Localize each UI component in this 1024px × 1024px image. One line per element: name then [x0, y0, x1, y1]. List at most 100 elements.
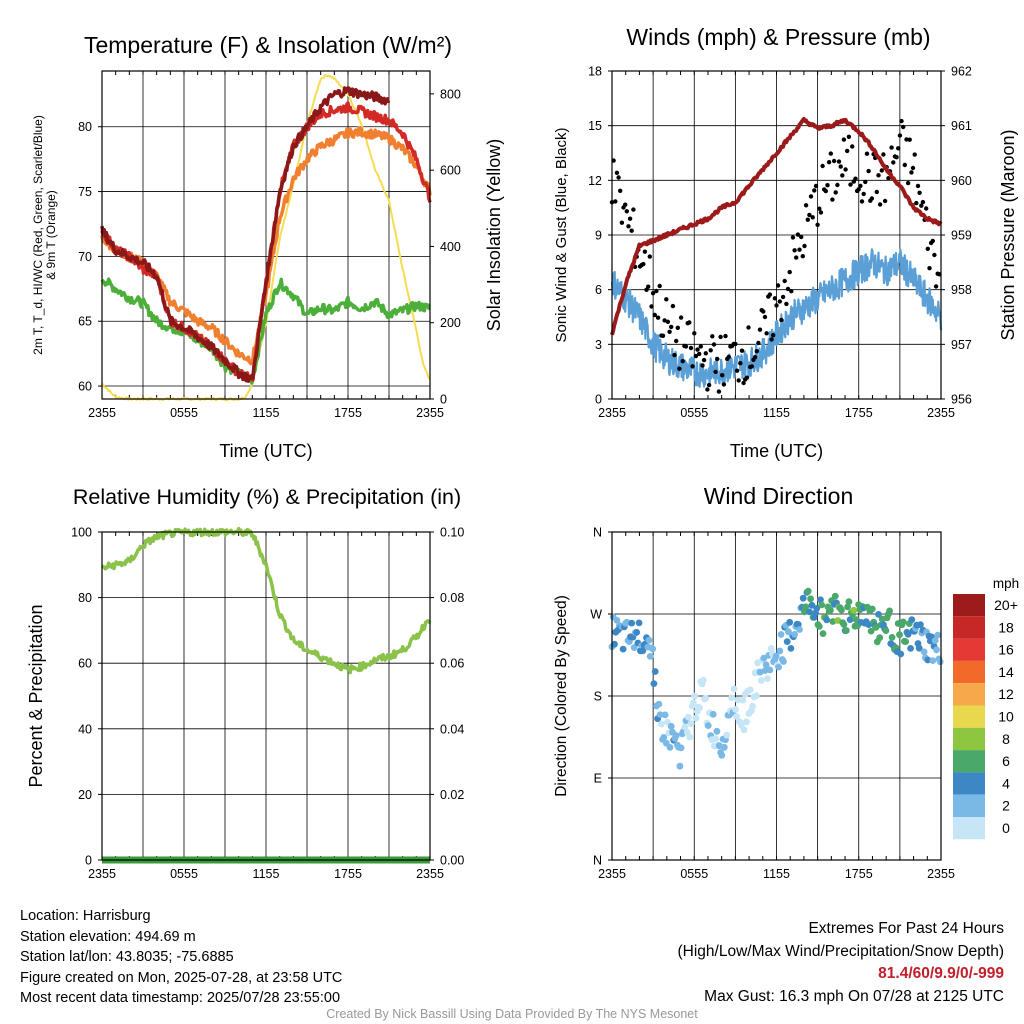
direction-point: [867, 627, 875, 635]
chart-title: Wind Direction: [704, 483, 854, 509]
gust-point: [652, 312, 657, 318]
colorbar-swatch: [953, 660, 985, 684]
gust-point: [654, 288, 659, 294]
gust-point: [683, 344, 689, 349]
colorbar-swatch: [953, 594, 985, 617]
gust-point: [912, 152, 917, 157]
gust-point: [613, 199, 618, 204]
gust-point: [784, 301, 789, 307]
gust-point: [626, 224, 631, 229]
gust-point: [840, 173, 845, 178]
gust-point: [678, 315, 684, 320]
gust-point: [830, 197, 835, 202]
gust-point: [733, 341, 738, 347]
gust-point: [624, 209, 629, 214]
gust-point: [902, 162, 907, 168]
y2-tick-label: 962: [951, 65, 972, 79]
colorbar-swatch: [953, 727, 985, 751]
gust-point: [706, 382, 712, 388]
direction-point: [660, 734, 668, 741]
gust-point: [649, 304, 654, 309]
gust-point: [799, 234, 804, 240]
gust-point: [664, 297, 669, 302]
station-info: Location: Harrisburg Station elevation: …: [20, 906, 342, 1009]
y2-tick-label: 960: [951, 174, 972, 188]
y-axis-label-text: Direction (Colored By Speed): [553, 595, 570, 797]
direction-point: [823, 616, 831, 624]
gust-point: [808, 194, 814, 199]
x-tick-label: 2355: [88, 406, 116, 420]
direction-point: [786, 618, 794, 626]
x-tick-label: 2355: [927, 406, 955, 420]
gust-point: [896, 146, 901, 151]
gust-point: [869, 196, 875, 201]
direction-point: [776, 647, 784, 655]
gust-point: [762, 314, 768, 320]
gust-point: [864, 151, 870, 156]
y2-tick-label: 0.06: [440, 657, 464, 671]
gust-point: [749, 364, 754, 369]
gust-point: [720, 373, 725, 378]
gust-point: [815, 222, 820, 227]
direction-point: [740, 726, 748, 734]
gust-point: [835, 182, 840, 188]
gust-point: [846, 134, 852, 139]
gust-point: [701, 357, 707, 363]
station-elevation: Station elevation: 494.69 m: [20, 928, 196, 945]
gust-point: [889, 145, 894, 150]
colorbar-label: 8: [1002, 731, 1010, 747]
gust-point: [627, 216, 633, 221]
direction-point: [764, 675, 771, 682]
series-hi-wc: [100, 86, 391, 383]
gust-point: [780, 294, 786, 300]
direction-point: [743, 718, 750, 726]
gust-point: [838, 164, 843, 169]
gust-point: [718, 334, 723, 340]
direction-point: [899, 618, 907, 626]
colorbar-swatch: [953, 616, 985, 639]
gust-point: [894, 155, 899, 160]
x-tick-label: 2355: [598, 406, 626, 420]
direction-point: [739, 696, 747, 704]
gust-point: [698, 344, 703, 349]
gust-point: [879, 168, 884, 173]
direction-point: [730, 685, 738, 693]
gust-point: [642, 249, 648, 254]
direction-point: [752, 692, 760, 700]
direction-point: [882, 627, 890, 634]
gust-point: [850, 144, 855, 149]
gust-point: [820, 163, 825, 169]
y2-tick-label: 0.10: [440, 526, 464, 540]
gust-point: [899, 118, 904, 124]
direction-point: [677, 744, 685, 752]
y-tick-label: W: [590, 608, 602, 622]
plot-border: [101, 70, 431, 400]
gust-point: [803, 203, 809, 208]
gust-point: [866, 168, 871, 174]
gust-point: [650, 291, 656, 296]
gust-point: [692, 331, 697, 336]
gust-point: [688, 345, 694, 351]
gust-point: [933, 284, 939, 289]
gust-point: [614, 170, 620, 175]
x-tick-label: 2355: [416, 867, 444, 881]
x-tick-label: 1155: [763, 406, 790, 420]
station-location: Location: Harrisburg: [20, 908, 151, 924]
colorbar-label: 18: [998, 619, 1014, 635]
direction-point: [933, 646, 940, 654]
y-axis-label: Sonic Wind & Gust (Blue, Black): [553, 127, 570, 342]
direction-point: [783, 638, 791, 645]
direction-point: [702, 695, 710, 702]
direction-point: [633, 629, 641, 636]
gust-point: [817, 206, 822, 211]
gust-point: [831, 158, 837, 164]
gust-point: [787, 269, 792, 275]
gust-point: [810, 215, 815, 220]
gust-point: [697, 351, 702, 357]
gust-point: [672, 352, 677, 358]
colorbar-label: 10: [998, 709, 1014, 725]
gust-point: [631, 207, 636, 212]
direction-point: [687, 720, 695, 728]
gust-point: [779, 317, 784, 323]
